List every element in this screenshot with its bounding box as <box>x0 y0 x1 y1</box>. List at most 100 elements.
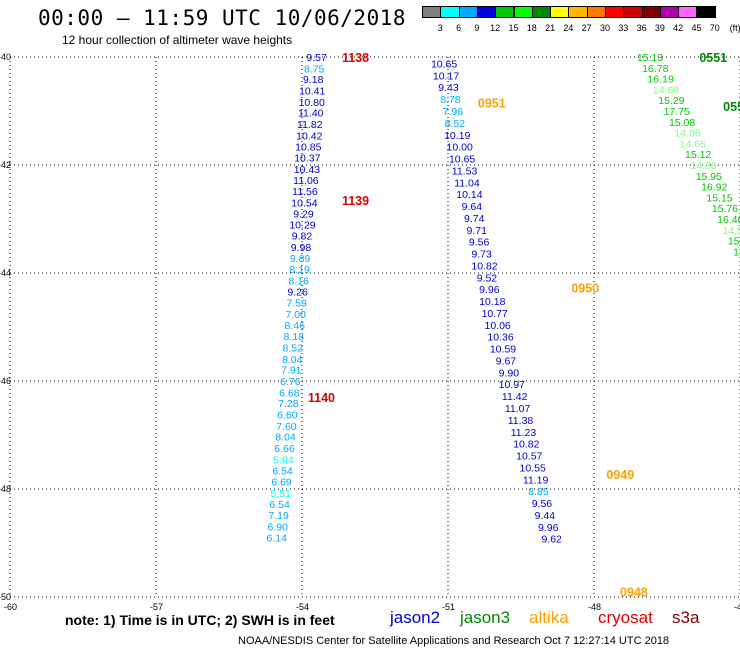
data-point: 11.19 <box>523 474 549 486</box>
data-point: 7.96 <box>443 106 464 118</box>
data-point: 17.75 <box>664 106 690 118</box>
data-point: 10.85 <box>295 142 321 154</box>
data-point: 10.80 <box>299 97 325 109</box>
data-point: 8.46 <box>284 320 305 332</box>
data-point: 15.08 <box>669 117 695 129</box>
satellite-label-cryosat: cryosat <box>598 608 653 627</box>
data-point: 10.06 <box>484 320 510 332</box>
data-point: 10.29 <box>289 219 315 231</box>
data-point: 8.52 <box>283 343 304 355</box>
data-point: 16.92 <box>701 182 727 194</box>
scale-label: 21 <box>545 23 556 33</box>
scale-label: 27 <box>581 23 592 33</box>
scale-label: 3 <box>437 23 443 33</box>
data-point: 7.59 <box>286 298 307 310</box>
data-point: 10.41 <box>299 85 325 97</box>
data-point: 11.06 <box>293 175 319 187</box>
data-point: 9.74 <box>464 213 485 225</box>
data-point: 7.28 <box>278 398 299 410</box>
chart-subtitle: 12 hour collection of altimeter wave hei… <box>62 33 293 47</box>
data-point: 9.56 <box>532 498 553 510</box>
data-point: 11.23 <box>511 427 537 439</box>
scale-label: 36 <box>636 23 647 33</box>
data-point: 9.57 <box>306 52 327 64</box>
data-point: 9.90 <box>499 367 520 379</box>
data-point: 10.77 <box>482 308 508 320</box>
data-point: 15.13 <box>637 52 663 64</box>
scale-label: 42 <box>673 23 684 33</box>
data-point: 15.95 <box>696 171 722 183</box>
data-point: 14.86 <box>690 160 716 172</box>
data-point: 10.65 <box>449 154 475 166</box>
data-point: 9.43 <box>438 82 459 94</box>
data-point: 9.96 <box>479 284 500 296</box>
data-point: 10.00 <box>447 142 473 154</box>
data-point: 9.44 <box>535 510 556 522</box>
data-point: 8.19 <box>289 264 310 276</box>
data-point: 15.76 <box>712 203 738 215</box>
scale-label: 18 <box>526 23 537 33</box>
data-point: 9.67 <box>496 355 517 367</box>
data-point: 10.37 <box>294 152 320 164</box>
y-tick-label: -50 <box>0 592 11 602</box>
data-point: 6.60 <box>277 409 298 421</box>
data-point: 9.29 <box>293 209 314 221</box>
scale-label: 6 <box>456 23 462 33</box>
data-point: 9.71 <box>466 225 487 237</box>
data-point: 9.89 <box>290 253 311 265</box>
data-point: 14.68 <box>653 84 679 96</box>
data-point: 11.56 <box>292 186 318 198</box>
data-point: 8.78 <box>440 94 461 106</box>
data-point: 8.85 <box>528 486 549 498</box>
data-point: 8.04 <box>282 354 303 366</box>
data-point: 10.54 <box>291 197 317 209</box>
satellite-label-s3a: s3a <box>672 608 700 627</box>
data-point: 9.18 <box>303 74 324 86</box>
data-point: 6.54 <box>269 499 290 511</box>
data-point: 10.19 <box>444 130 470 142</box>
time-label: 0951 <box>478 96 506 110</box>
data-point: 9.56 <box>469 237 490 249</box>
data-point: 6.76 <box>280 376 301 388</box>
time-label: 0551 <box>699 51 727 65</box>
footer-credit: NOAA/NESDIS Center for Satellite Applica… <box>238 635 670 647</box>
x-tick-label: -48 <box>588 602 601 612</box>
data-point: 5.84 <box>273 454 294 466</box>
data-point: 14.86 <box>674 128 700 140</box>
time-label: 1139 <box>342 194 369 208</box>
y-tick-label: -42 <box>0 160 11 170</box>
data-point: 11.04 <box>454 177 480 189</box>
data-point: 9.96 <box>538 522 559 534</box>
data-point: 9.98 <box>291 242 312 254</box>
x-tick-label: -45 <box>734 602 740 612</box>
data-point: 11.82 <box>297 119 323 131</box>
scale-label: 70 <box>709 23 720 33</box>
data-point: 10.82 <box>471 260 497 272</box>
time-label: 0950 <box>571 282 599 296</box>
data-point: 7.60 <box>276 421 297 433</box>
data-point: 10.82 <box>513 439 539 451</box>
data-point: 11.42 <box>502 391 528 403</box>
scale-label: 39 <box>654 23 665 33</box>
time-label: 1140 <box>308 391 335 405</box>
scale-label: 33 <box>618 23 629 33</box>
data-point: 15.12 <box>685 149 711 161</box>
data-point: 6.69 <box>271 476 292 488</box>
scale-label: 30 <box>599 23 610 33</box>
data-point: 15.29 <box>728 236 740 248</box>
data-point: 6.68 <box>279 387 300 399</box>
y-tick-label: -40 <box>0 52 11 62</box>
data-point: 10.18 <box>479 296 505 308</box>
data-point: 10.57 <box>516 451 542 463</box>
data-point: 8.16 <box>288 276 309 288</box>
data-point: 5.51 <box>270 488 291 500</box>
data-point: 6.90 <box>267 521 288 533</box>
data-point: 10.36 <box>487 332 513 344</box>
time-label: 0948 <box>620 586 648 600</box>
data-point: 8.75 <box>304 63 325 75</box>
data-point: 16.46 <box>717 214 740 226</box>
data-point: 6.14 <box>266 533 287 545</box>
data-point: 11.07 <box>505 403 531 415</box>
